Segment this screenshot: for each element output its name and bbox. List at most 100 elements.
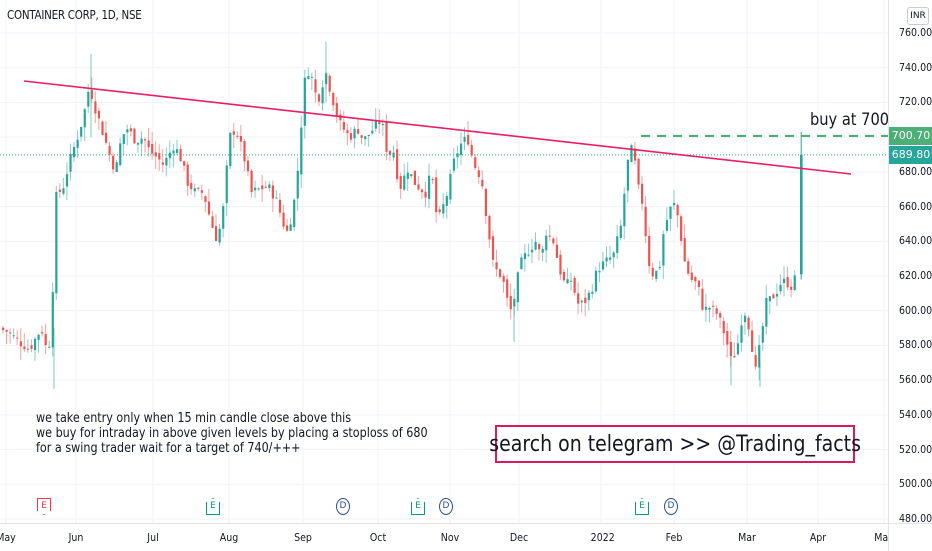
candle-body (474, 157, 477, 168)
candle-body (342, 122, 345, 130)
candle-body (168, 152, 172, 159)
candle-body (222, 206, 225, 229)
candle-body (719, 313, 722, 318)
candle-body (261, 185, 264, 190)
price-tick: 600.00 (899, 303, 932, 317)
candle-body (360, 135, 363, 138)
candle-body (296, 170, 299, 199)
candle-body (438, 209, 441, 213)
candle-body (612, 252, 615, 258)
candle-body (481, 179, 484, 187)
candle-body (587, 292, 590, 301)
candle-body (378, 121, 381, 125)
price-tick: 500.00 (899, 477, 932, 491)
price-scale[interactable]: INR 760.00740.00720.00700.00680.00660.00… (888, 0, 932, 525)
candle-body (619, 225, 622, 239)
candle-body (669, 206, 672, 219)
candle-body (683, 238, 686, 262)
candle-body (321, 87, 324, 104)
candle-body (701, 288, 704, 310)
candle-body (630, 145, 633, 162)
candle-body (591, 291, 594, 294)
candle-body (357, 129, 360, 134)
candle-body (463, 136, 466, 142)
note-line: for a swing trader wait for a target of … (36, 441, 301, 456)
promo-text: search on telegram >> @Trading_facts (489, 431, 861, 457)
candle-body (790, 286, 793, 290)
candle-body (314, 79, 317, 93)
price-tick: 640.00 (899, 234, 932, 248)
candle-body (204, 196, 207, 202)
candle-body (680, 216, 683, 241)
candle-body (129, 128, 132, 132)
candle-body (665, 220, 669, 231)
candle-body (396, 149, 399, 180)
candle-body (545, 235, 548, 251)
dividend-event-icon[interactable]: D (336, 498, 350, 515)
candle-body (420, 189, 424, 193)
candle-body (687, 261, 690, 274)
candle-body (147, 140, 150, 148)
candle-body (672, 202, 676, 206)
candle-body (254, 187, 257, 191)
candle-body (215, 226, 218, 241)
candle-body (115, 162, 118, 172)
candle-body (527, 254, 530, 256)
candle-body (140, 138, 143, 144)
candle-body (467, 134, 470, 145)
candle-body (225, 165, 228, 204)
candle-body (87, 92, 90, 107)
candle-body (775, 293, 779, 297)
earnings-event-icon[interactable]: E (206, 498, 220, 515)
dividend-event-icon[interactable]: D (664, 498, 678, 515)
time-tick: Sep (294, 531, 312, 544)
dividend-event-icon[interactable]: D (439, 498, 453, 515)
candle-body (65, 174, 69, 187)
candle-body (548, 235, 551, 237)
candle-body (435, 177, 438, 213)
breakout-candle (800, 154, 803, 275)
candle-body (431, 179, 434, 181)
earnings-event-icon[interactable]: E (37, 498, 51, 515)
candle-body (58, 189, 61, 192)
candle-body (112, 155, 115, 170)
currency-label[interactable]: INR (907, 7, 929, 25)
candle-body (282, 212, 285, 227)
candle-body (648, 235, 651, 267)
candle-body (154, 152, 157, 157)
price-tick: 660.00 (899, 199, 932, 213)
time-scale[interactable]: MayJunJulAugSepOctNovDec2022FebMarAprMay (0, 523, 894, 551)
candle-body (729, 341, 732, 357)
earnings-event-icon[interactable]: E (411, 498, 425, 515)
candle-body (335, 103, 338, 116)
candle-body (126, 129, 129, 133)
candle-body (175, 149, 179, 153)
earnings-event-icon[interactable]: E (635, 498, 649, 515)
promo-box: search on telegram >> @Trading_facts (489, 425, 861, 463)
candle-body (676, 204, 679, 216)
candle-body (374, 121, 377, 129)
candle-body (5, 330, 8, 332)
candle-body (151, 144, 154, 154)
candle-body (708, 307, 711, 310)
trendline[interactable] (23, 80, 852, 175)
candle-body (385, 122, 388, 152)
candle-body (104, 132, 108, 143)
candle-body (538, 244, 541, 250)
candle-body (51, 292, 54, 348)
candle-body (12, 335, 15, 337)
candle-body (207, 201, 211, 215)
candle-body (264, 186, 267, 188)
time-tick: Mar (738, 531, 756, 544)
candle-body (406, 172, 409, 179)
candle-body (193, 188, 196, 192)
candle-body (41, 332, 44, 334)
candle-body (278, 199, 282, 213)
candle-body (733, 356, 736, 358)
candle-body (232, 131, 235, 135)
candle-body (310, 76, 314, 78)
candle-body (353, 128, 356, 139)
candle-body (577, 293, 580, 304)
candle-body (122, 134, 125, 144)
candle-body (26, 348, 30, 350)
